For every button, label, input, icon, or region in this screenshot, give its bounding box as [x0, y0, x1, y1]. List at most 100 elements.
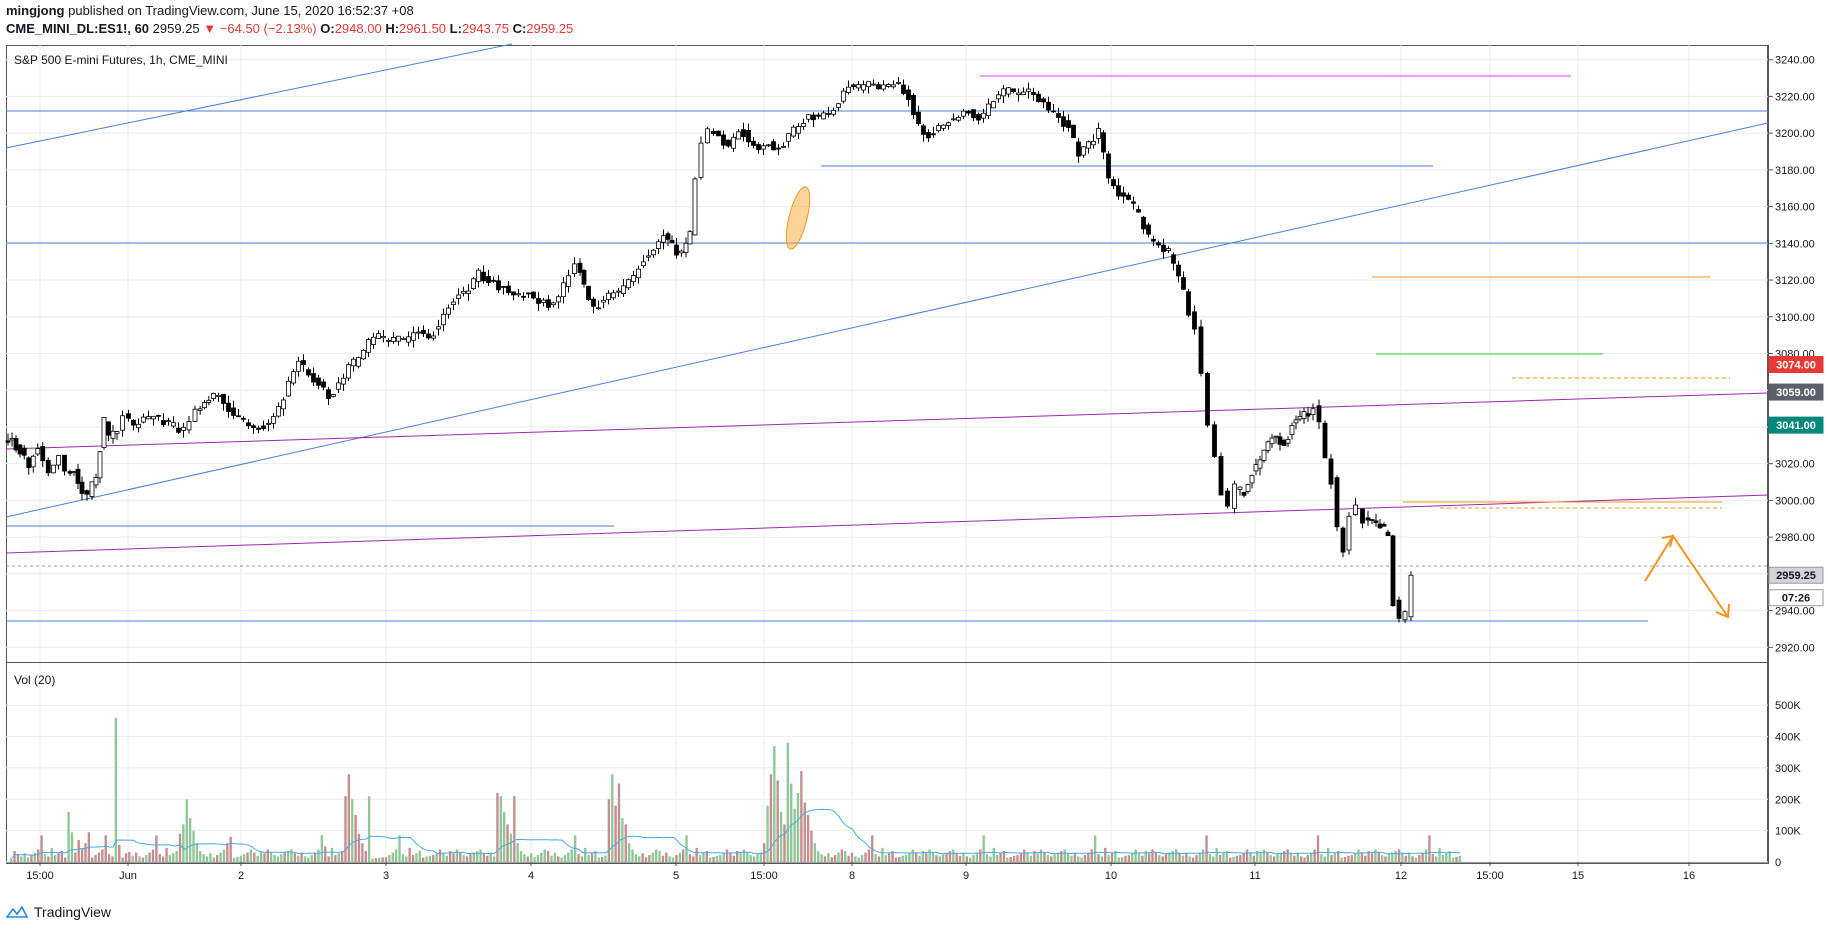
price-tick-label: 3100.00: [1775, 312, 1815, 324]
volume-axis[interactable]: 500K 400K 300K 200K 100K 0: [1775, 700, 1801, 869]
volume-bar: [1438, 847, 1441, 862]
volume-bar: [1364, 855, 1367, 862]
candle-body: [946, 122, 951, 126]
candle-body: [381, 336, 386, 339]
candle-body: [261, 425, 266, 429]
candle-body: [906, 89, 911, 100]
candle-body: [586, 285, 591, 301]
volume-bar: [435, 852, 438, 862]
volume-bar: [840, 849, 844, 862]
channel-lower[interactable]: [5, 494, 1769, 554]
candle-body: [386, 340, 391, 342]
candle-body: [221, 393, 226, 404]
volume-bar: [769, 774, 773, 862]
candle-body: [711, 130, 716, 134]
candle-body: [556, 296, 561, 303]
volume-bar: [1093, 835, 1097, 862]
volume-bar: [1289, 853, 1293, 862]
channel-upper[interactable]: [5, 392, 1769, 450]
volume-bar: [229, 836, 232, 862]
candle-body: [35, 448, 41, 455]
candle-body: [1111, 179, 1116, 187]
volume-bar: [158, 854, 161, 862]
author-name[interactable]: mingjong: [6, 3, 65, 18]
highlight-ellipse[interactable]: [782, 185, 815, 251]
volume-bar: [1458, 855, 1461, 862]
volume-bar: [1448, 851, 1451, 862]
volume-bar: [1174, 849, 1178, 862]
price-axis[interactable]: 3240.00 3220.00 3200.00 3180.00 3160.00 3140.…: [1768, 55, 1815, 655]
price-badge-label: 2959.25: [1776, 570, 1816, 582]
volume-bar: [1434, 856, 1438, 862]
volume-bar: [1323, 856, 1326, 862]
candle-body: [461, 290, 466, 294]
volume-bar: [1097, 854, 1100, 862]
brand-name[interactable]: TradingView: [34, 904, 112, 920]
candle-body: [30, 455, 36, 468]
volume-bar: [50, 847, 53, 862]
volume-bar: [1384, 856, 1387, 862]
candle-body: [486, 276, 491, 283]
trendline-upper-left[interactable]: [5, 43, 513, 149]
candle-body: [256, 427, 261, 430]
volume-bar: [384, 857, 388, 862]
grid: [6, 45, 1768, 863]
volume-bar: [455, 849, 459, 862]
volume-title: Vol (20): [14, 673, 55, 687]
trendline-support[interactable]: [5, 122, 1769, 518]
volume-bar: [688, 854, 692, 862]
volume-bar: [91, 857, 94, 862]
footer: TradingView: [6, 900, 111, 924]
volume-bar: [246, 852, 249, 862]
volume-bar: [67, 811, 70, 862]
candle-body: [306, 369, 311, 376]
volume-bar: [270, 852, 273, 862]
time-label: 2: [238, 870, 244, 882]
volume-bar: [479, 849, 482, 862]
volume-bar: [141, 857, 145, 862]
volume-bar: [26, 857, 30, 862]
candle-body: [1141, 216, 1146, 230]
volume-bar: [1286, 849, 1289, 862]
volume-bar: [1225, 851, 1229, 862]
volume-bar: [904, 855, 908, 862]
candle-body: [301, 360, 306, 366]
candle-body: [351, 358, 356, 367]
projection-arrow[interactable]: [1644, 534, 1729, 618]
candle-body: [251, 425, 256, 428]
volume-bar: [408, 847, 411, 862]
candle-body: [1273, 435, 1279, 438]
volume-bar: [121, 857, 124, 862]
candle-body: [1026, 88, 1031, 92]
volume-bar: [1431, 854, 1434, 862]
time-axis[interactable]: 15:00 Jun 2 3 4 5 15:00 8 9 10 11 12 15:00 15 16: [26, 862, 1695, 882]
volume-bar: [134, 852, 138, 862]
volume-bar: [1397, 849, 1401, 862]
volume-bar: [428, 855, 432, 862]
volume-bar: [486, 855, 489, 862]
volume-bar: [303, 856, 307, 862]
volume-bar: [1414, 857, 1418, 862]
candle-body: [926, 131, 931, 139]
price-badge-label: 3059.00: [1776, 387, 1816, 399]
volume-bar: [820, 854, 823, 862]
candle-body: [736, 131, 741, 140]
volume-bar: [705, 851, 708, 862]
candle-body: [846, 86, 851, 93]
volume-bar: [182, 824, 185, 862]
volume-bar: [1016, 855, 1019, 862]
volume-bar: [935, 855, 938, 862]
candle-body: [746, 130, 751, 143]
volume-bar: [1337, 851, 1340, 862]
volume-bar: [307, 857, 310, 862]
candle-body: [1021, 91, 1026, 96]
volume-bar: [1178, 853, 1181, 862]
volume-bar: [1012, 855, 1016, 862]
volume-bar: [226, 843, 229, 862]
candle-body: [192, 408, 198, 422]
candle-body: [669, 239, 675, 244]
price-chart[interactable]: 3240.00 3220.00 3200.00 3180.00 3160.00 3140.…: [0, 0, 1828, 900]
price-badge-label: 3074.00: [1776, 360, 1816, 372]
candle-body: [751, 140, 756, 146]
candle-body: [481, 271, 486, 282]
